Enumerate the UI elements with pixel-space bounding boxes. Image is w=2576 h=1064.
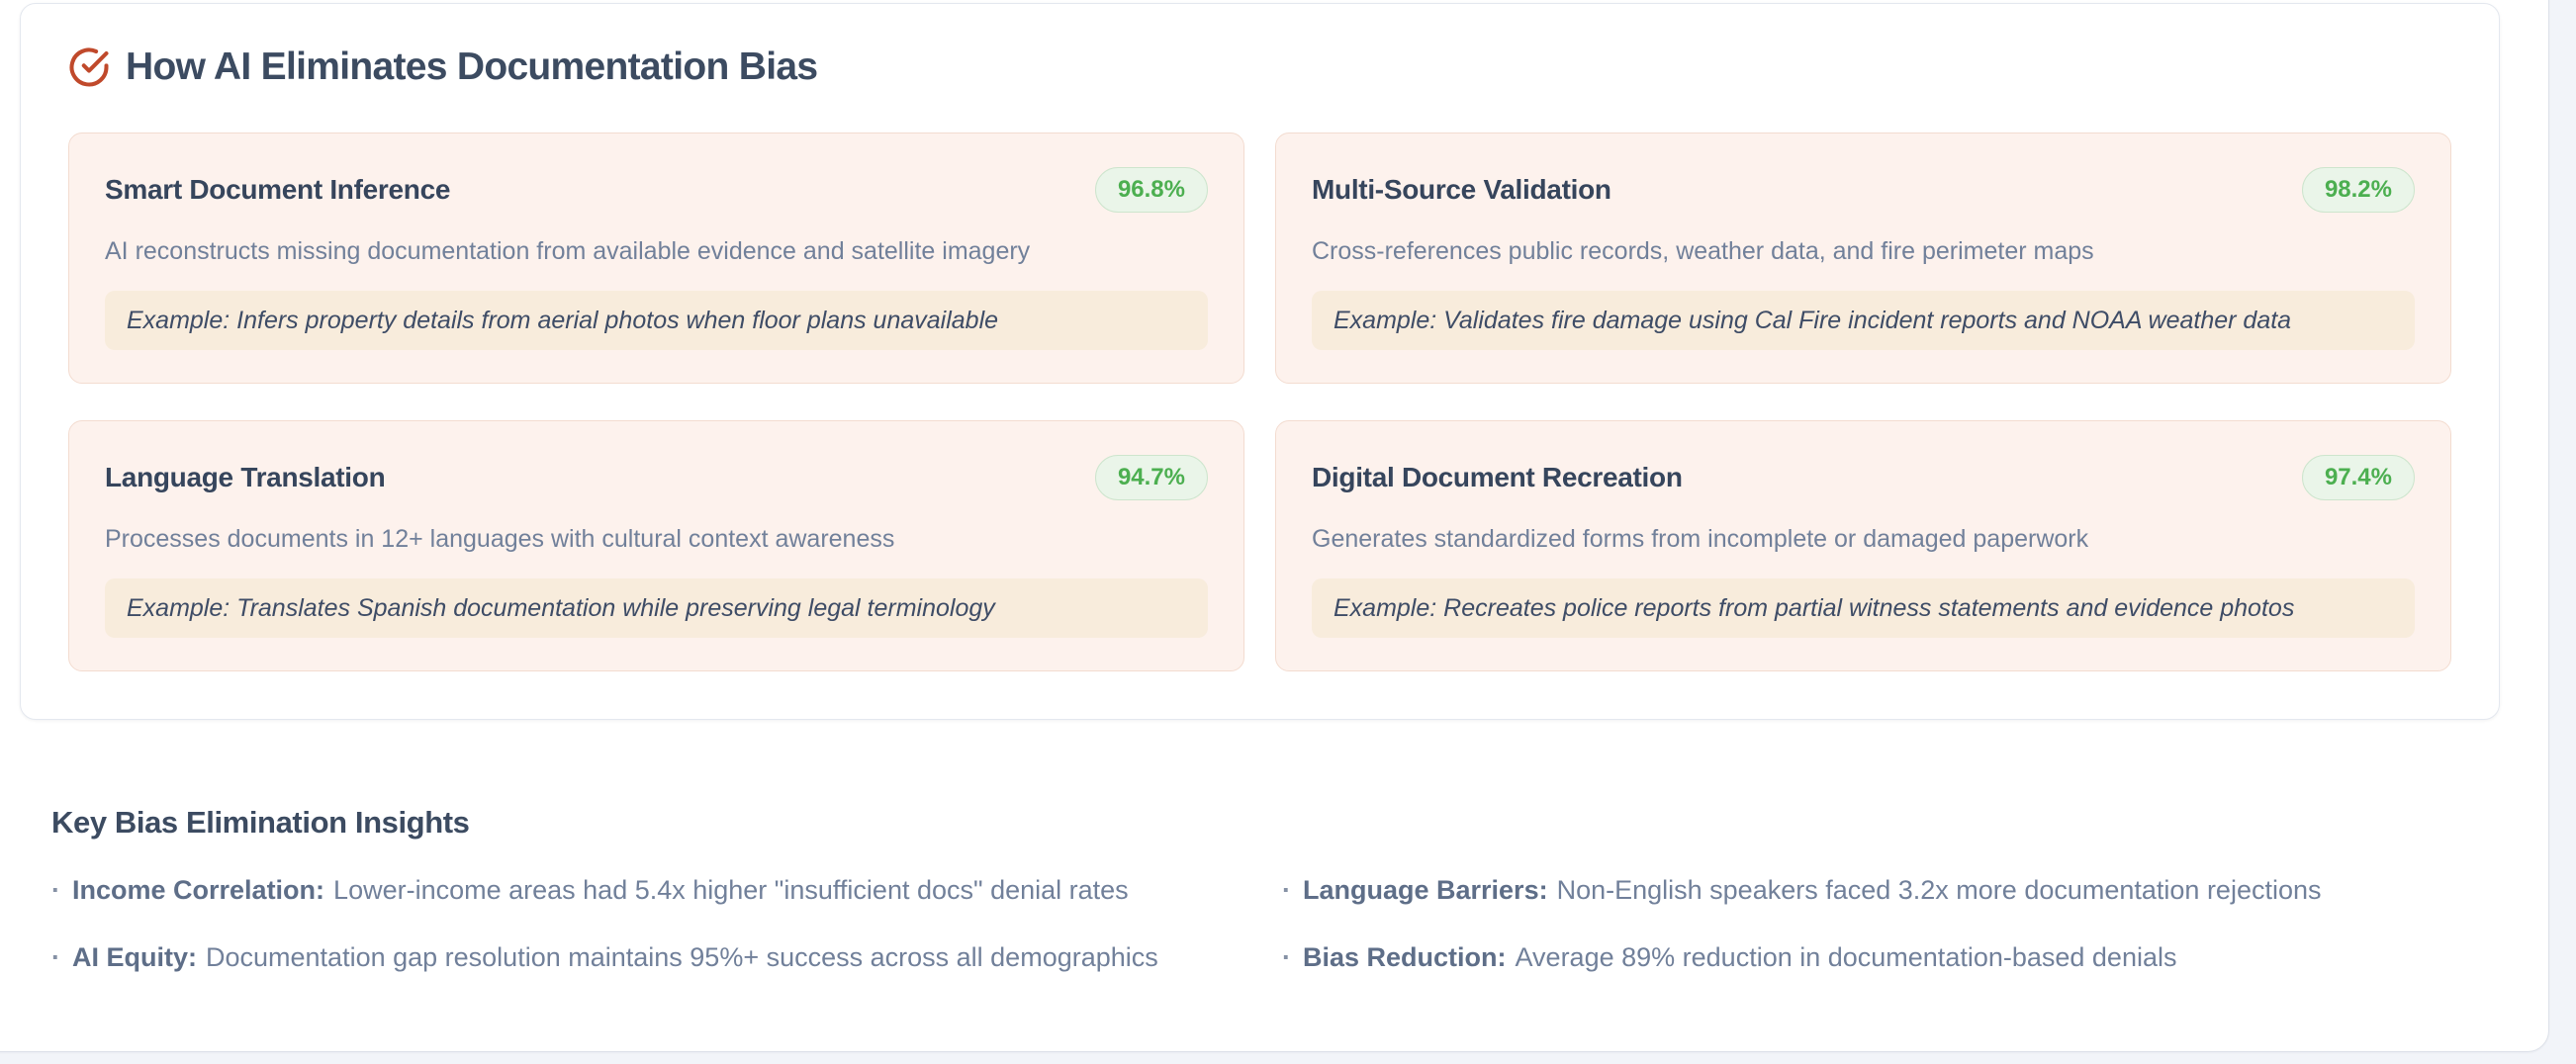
section-header: How AI Eliminates Documentation Bias [68,45,2451,89]
card-description: Cross-references public records, weather… [1312,237,2094,265]
insight-value: Average 89% reduction in documentation-b… [1515,941,2177,972]
insight-item-income-correlation: · Income Correlation: Lower-income areas … [51,874,1282,908]
bullet-marker: · [51,875,60,905]
capability-card-multi-source-validation: Multi-Source Validation 98.2% Cross-refe… [1275,133,2451,384]
card-header: Digital Document Recreation 97.4% [1312,455,2415,500]
card-title: Multi-Source Validation [1312,174,1611,205]
card-description: Generates standardized forms from incomp… [1312,525,2089,553]
bullet-marker: · [1282,875,1291,905]
accuracy-badge: 98.2% [2301,167,2415,213]
card-description: AI reconstructs missing documentation fr… [105,237,1031,265]
capability-card-smart-document-inference: Smart Document Inference 96.8% AI recons… [68,133,1244,384]
card-example-text: Example: Infers property details from ae… [127,307,999,334]
insight-text: AI Equity: Documentation gap resolution m… [72,941,1158,975]
capability-card-digital-document-recreation: Digital Document Recreation 97.4% Genera… [1275,420,2451,671]
insight-value: Documentation gap resolution maintains 9… [206,941,1158,972]
card-example-box: Example: Recreates police reports from p… [1312,578,2415,638]
section-title: How AI Eliminates Documentation Bias [126,45,818,88]
insight-label: Income Correlation: [72,875,325,905]
insight-label: AI Equity: [72,941,197,972]
insight-item-ai-equity: · AI Equity: Documentation gap resolution… [51,941,1282,975]
card-example-text: Example: Recreates police reports from p… [1334,594,2295,622]
card-example-text: Example: Validates fire damage using Cal… [1334,307,2292,334]
accuracy-badge: 96.8% [1094,167,1208,213]
insight-text: Income Correlation: Lower-income areas ha… [72,874,1129,908]
insight-item-bias-reduction: · Bias Reduction: Average 89% reduction i… [1282,941,2487,975]
check-circle-icon [68,46,110,88]
accuracy-badge: 97.4% [2301,455,2415,500]
card-header: Smart Document Inference 96.8% [105,167,1208,213]
ai-bias-section-card: How AI Eliminates Documentation Bias Sma… [20,3,2500,720]
card-description: Processes documents in 12+ languages wit… [105,525,895,553]
capability-cards-grid: Smart Document Inference 96.8% AI recons… [68,133,2451,671]
insight-text: Language Barriers: Non-English speakers f… [1303,874,2322,908]
bullet-marker: · [1282,941,1291,972]
accuracy-badge: 94.7% [1094,455,1208,500]
insights-section: Key Bias Elimination Insights · Income C… [51,805,2487,975]
card-example-box: Example: Validates fire damage using Cal… [1312,291,2415,350]
card-example-text: Example: Translates Spanish documentatio… [127,594,995,622]
insight-label: Language Barriers: [1303,875,1548,905]
insight-value: Non-English speakers faced 3.2x more doc… [1556,875,2322,905]
card-title: Digital Document Recreation [1312,462,1683,492]
card-title: Language Translation [105,462,386,492]
insight-label: Bias Reduction: [1303,941,1507,972]
insights-grid: · Income Correlation: Lower-income areas … [51,874,2487,975]
insight-item-language-barriers: · Language Barriers: Non-English speakers… [1282,874,2487,908]
card-title: Smart Document Inference [105,174,451,205]
card-header: Multi-Source Validation 98.2% [1312,167,2415,213]
insight-text: Bias Reduction: Average 89% reduction in … [1303,941,2176,975]
insights-heading: Key Bias Elimination Insights [51,805,470,840]
card-header: Language Translation 94.7% [105,455,1208,500]
card-example-box: Example: Translates Spanish documentatio… [105,578,1208,638]
card-example-box: Example: Infers property details from ae… [105,291,1208,350]
insight-value: Lower-income areas had 5.4x higher "insu… [333,875,1129,905]
capability-card-language-translation: Language Translation 94.7% Processes doc… [68,420,1244,671]
bullet-marker: · [51,941,60,972]
